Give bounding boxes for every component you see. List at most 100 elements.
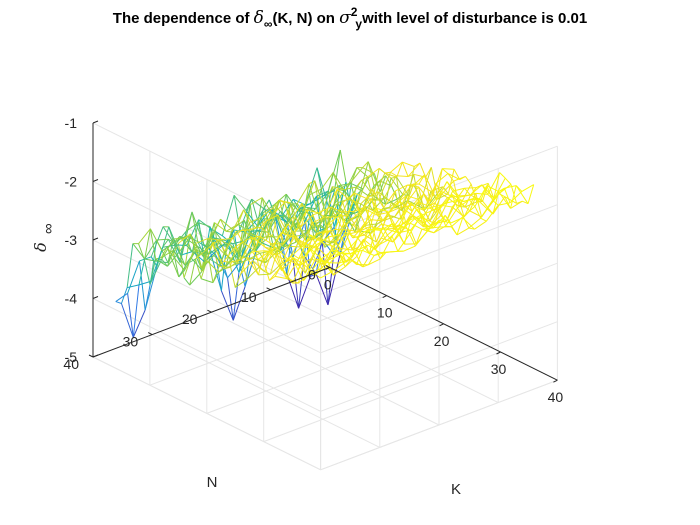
mesh-line (339, 149, 347, 183)
mesh-line (367, 161, 375, 186)
mesh-line (225, 252, 238, 268)
mesh-line (352, 231, 359, 239)
mesh-line (254, 227, 261, 241)
mesh-line (312, 216, 325, 224)
mesh-line (366, 198, 379, 201)
mesh-line (424, 174, 437, 200)
mesh-line (294, 237, 307, 256)
mesh-line (172, 243, 179, 256)
mesh-line (362, 249, 375, 256)
mesh-line (281, 234, 295, 264)
mesh-line (189, 258, 196, 286)
mesh-line (436, 193, 449, 201)
mesh-line (255, 216, 268, 229)
mesh-line (384, 172, 397, 178)
mesh-line (359, 188, 373, 215)
mesh-line (120, 303, 134, 338)
mesh-line (156, 226, 170, 267)
mesh-line (441, 191, 454, 198)
mesh-line (337, 198, 350, 204)
mesh-line (469, 210, 482, 218)
mesh-line (356, 167, 370, 179)
mesh-line (445, 199, 459, 204)
mesh-line (367, 161, 381, 193)
mesh-line (327, 149, 341, 192)
mesh-line (391, 221, 405, 237)
mesh-line (209, 248, 222, 291)
mesh-line (413, 173, 426, 178)
mesh-line (458, 194, 471, 198)
mesh-line (414, 230, 428, 247)
mesh-line (366, 176, 374, 201)
mesh-line (297, 264, 305, 284)
mesh-line (365, 206, 379, 214)
mesh-line (172, 255, 185, 271)
mesh-line (498, 202, 511, 206)
mesh-line (354, 192, 367, 199)
mesh-line (285, 203, 292, 217)
mesh-line (251, 198, 258, 220)
mesh-line (409, 214, 422, 235)
mesh-line (276, 223, 289, 241)
mesh-line (263, 261, 270, 281)
mesh-line (367, 255, 375, 265)
mesh-line (423, 183, 437, 211)
x-tick-mark (496, 351, 501, 355)
mesh-line (383, 175, 397, 198)
mesh-line (198, 219, 211, 229)
mesh-line (312, 214, 326, 248)
mesh-line (144, 239, 157, 260)
mesh-line (303, 206, 316, 210)
mesh-line (220, 243, 233, 246)
mesh-line (294, 209, 308, 234)
mesh-line (412, 183, 426, 210)
mesh-line (468, 227, 475, 230)
mesh-line (218, 259, 231, 273)
title-delta: δ (253, 8, 264, 28)
y-tick-label: 10 (241, 289, 257, 305)
mesh-line (335, 222, 348, 243)
mesh-line (298, 255, 305, 259)
mesh-line (371, 188, 385, 209)
mesh-line (296, 183, 310, 204)
mesh-line (237, 222, 250, 254)
mesh-line (281, 199, 294, 217)
mesh-line (316, 236, 329, 246)
mesh-line (275, 254, 289, 262)
mesh-line (162, 226, 176, 246)
mesh-line (292, 199, 300, 210)
mesh-line (447, 173, 455, 182)
mesh-line (355, 244, 369, 252)
mesh-line (316, 190, 329, 197)
mesh-line (297, 247, 311, 270)
mesh-line (246, 267, 260, 280)
mesh-line (286, 277, 299, 284)
mesh-line (504, 185, 517, 189)
mesh-line (377, 191, 385, 209)
mesh-line (263, 246, 276, 262)
mesh-line (333, 232, 347, 255)
mesh-line (405, 209, 418, 219)
mesh-line (314, 221, 322, 233)
mesh-line (115, 292, 128, 302)
mesh-line (251, 229, 264, 232)
mesh-line (480, 199, 494, 215)
mesh-line (229, 257, 243, 268)
mesh-line (378, 172, 392, 201)
mesh-line (385, 175, 392, 187)
mesh-line (353, 199, 366, 226)
mesh-line (214, 230, 228, 247)
mesh-line (475, 193, 483, 218)
mesh-line (310, 234, 323, 244)
mesh-line (183, 243, 197, 278)
mesh-line (429, 194, 443, 222)
mesh-line (350, 232, 364, 247)
mesh-line (319, 186, 333, 215)
mesh-line (180, 251, 193, 256)
mesh-line (132, 284, 140, 338)
mesh-line (450, 217, 463, 224)
mesh-line (282, 232, 295, 239)
mesh-line (441, 168, 449, 174)
mesh-line (447, 169, 455, 194)
